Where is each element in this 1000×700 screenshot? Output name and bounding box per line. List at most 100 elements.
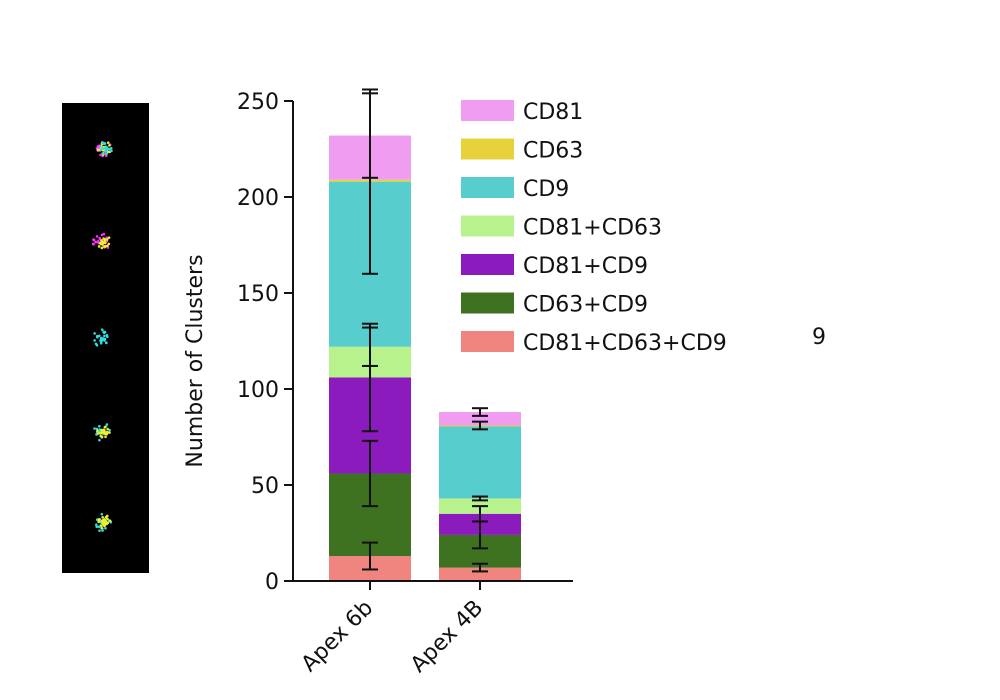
micrograph-dot <box>108 519 112 523</box>
micrograph-dot <box>102 331 106 335</box>
micrograph-dot <box>93 339 96 342</box>
error-bar <box>362 439 378 508</box>
stray-figure-text: 9 <box>812 325 826 350</box>
micrograph-dot <box>91 242 95 246</box>
micrograph-spot <box>93 423 111 442</box>
micrograph-dot <box>105 341 108 345</box>
micrograph-dot <box>99 145 102 148</box>
micrograph-dot <box>105 423 109 426</box>
legend-label: CD81+CD63 <box>523 216 662 241</box>
micrograph-dot <box>95 235 99 238</box>
micrograph-dot <box>105 148 109 152</box>
micrograph-dot <box>96 335 99 339</box>
micrograph-dot <box>104 526 107 530</box>
legend-swatch <box>461 331 514 352</box>
micrograph-dot <box>108 144 111 147</box>
error-bar <box>472 420 488 431</box>
micrograph-dot <box>100 246 104 250</box>
micrograph-dot <box>101 152 104 155</box>
micrograph-dot <box>103 142 107 145</box>
micrograph-spot <box>93 328 109 347</box>
micrograph-dot <box>95 343 99 347</box>
micrograph-dot <box>99 341 103 345</box>
legend-item: CD81 <box>461 100 583 125</box>
micrograph-dot <box>97 520 100 524</box>
legend-item: CD81+CD9 <box>461 254 648 279</box>
micrograph-dot <box>100 328 104 331</box>
micrograph-dot <box>95 523 98 527</box>
micrograph-dot <box>106 521 110 525</box>
micrograph-dot <box>103 334 106 338</box>
chart-legend: CD81 CD63 CD9 CD81+CD63 CD81+CD9 CD63+CD9 CD81… <box>461 100 727 356</box>
micrograph-dot <box>107 236 111 239</box>
legend-label: CD9 <box>523 177 569 202</box>
micrograph-dot <box>101 522 105 526</box>
error-bar <box>472 505 488 523</box>
micrograph-dot <box>101 141 105 145</box>
legend-swatch <box>461 138 514 160</box>
micrograph-dot <box>96 148 100 151</box>
x-tick-label: Apex 4B <box>406 596 488 678</box>
micrograph-dot <box>97 245 101 248</box>
legend-swatch <box>461 100 514 121</box>
micrograph-dot <box>99 434 103 438</box>
micrograph-dot <box>101 242 105 245</box>
micrograph-dot <box>96 240 100 244</box>
legend-item: CD9 <box>461 177 569 202</box>
legend-label: CD81+CD9 <box>523 254 648 279</box>
micrograph-dot <box>100 428 104 432</box>
micrograph-spot <box>95 140 113 158</box>
micrograph-spot <box>95 512 113 532</box>
micrograph-dot <box>101 529 104 532</box>
micrograph-dot <box>106 431 109 434</box>
micrograph-dot <box>93 427 96 430</box>
micrograph-dot <box>98 424 101 428</box>
legend-label: CD81+CD63+CD9 <box>523 331 727 356</box>
y-tick-label: 250 <box>237 90 279 115</box>
micrograph-dot <box>103 241 107 245</box>
micrograph-dot <box>100 519 104 523</box>
micrograph-dot <box>102 428 105 432</box>
micrograph-dot <box>92 238 95 241</box>
micrograph-dot <box>101 431 104 435</box>
error-bar <box>362 541 378 571</box>
micrograph-panel <box>62 103 149 573</box>
micrograph-dot <box>96 432 100 435</box>
x-tick-label: Apex 6b <box>297 596 378 677</box>
legend-item: CD63+CD9 <box>461 292 648 318</box>
legend-item: CD81+CD63+CD9 <box>461 331 727 356</box>
micrograph-dot <box>100 336 103 340</box>
micrograph-dot <box>100 338 104 342</box>
micrograph-dot <box>105 152 109 156</box>
micrograph-dot <box>104 154 108 158</box>
micrograph-dot <box>106 335 109 338</box>
error-bar <box>362 326 378 367</box>
micrograph-dot <box>99 524 103 528</box>
legend-swatch <box>461 215 514 237</box>
micrograph-dot <box>94 240 97 244</box>
stacked-bar-chart: 0 50 100 150 200 250 Apex 6b Apex 4B Number of C… <box>183 88 727 678</box>
error-bar <box>472 495 488 502</box>
legend-swatch <box>461 292 514 314</box>
micrograph-dot <box>95 525 99 529</box>
micrograph-dot <box>106 141 110 145</box>
legend-label: CD81 <box>523 100 583 125</box>
bar-segment <box>439 567 521 581</box>
bar-stack-group <box>329 135 521 581</box>
micrograph-dot <box>98 438 101 442</box>
micrograph-dot <box>96 429 99 433</box>
micrograph-spot <box>91 232 111 250</box>
bar-segment <box>439 425 521 499</box>
micrograph-dot <box>104 435 107 439</box>
legend-swatch <box>461 177 514 198</box>
y-tick-label: 150 <box>237 282 279 307</box>
y-tick-label: 50 <box>251 474 279 499</box>
micrograph-dot <box>99 153 102 157</box>
micrograph-dot <box>110 149 113 153</box>
micrograph-dot <box>105 238 109 241</box>
error-bar-group <box>362 88 488 573</box>
micrograph-dot <box>105 236 109 239</box>
legend-swatch <box>461 254 514 275</box>
error-bar <box>362 92 378 179</box>
micrograph-dot <box>103 237 107 241</box>
